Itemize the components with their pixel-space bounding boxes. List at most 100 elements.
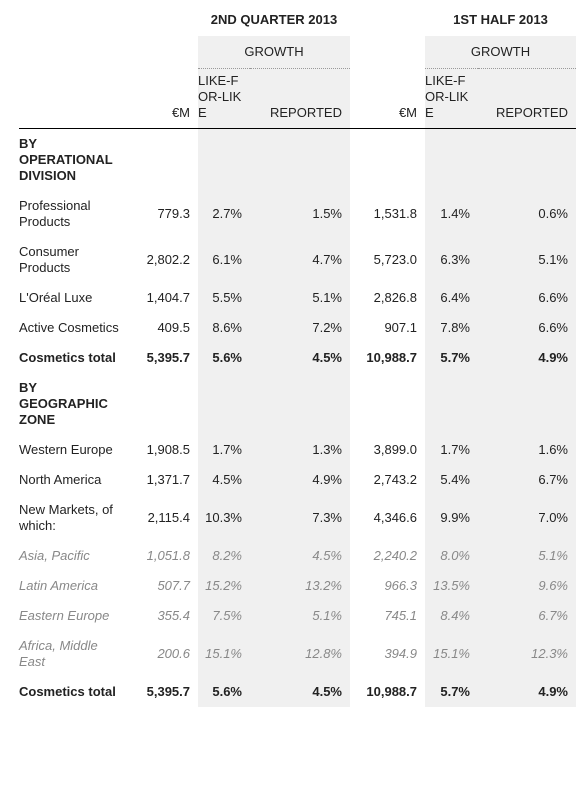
cell-value: 1.4% [425,191,478,237]
cell-value: 4.5% [250,541,350,571]
row-label: Professional Products [19,198,91,229]
cell-value: 7.3% [250,495,350,541]
empty-cell [131,129,198,192]
cell-value: 6.6% [478,283,576,313]
empty-cell [425,128,478,191]
spacer [19,68,131,129]
data-row: Latin America 507.7 15.2% 13.2% 966.3 13.5% 9.… [19,571,576,601]
cell-value: 5.7% [425,677,478,707]
cell-value: 409.5 [157,320,190,335]
column-header: LIKE-FOR-LIKE [425,68,478,129]
cell-value: 8.4% [425,601,478,631]
spacer [350,6,425,36]
cell-value: 1,371.7 [146,472,190,487]
section-row: BY GEOGRAPHIC ZONE [19,373,576,435]
data-row: North America 1,371.7 4.5% 4.9% 2,743.2 5.4% 6… [19,465,576,495]
cell-value: 0.6% [478,191,576,237]
cell-value: 15.1% [198,631,250,677]
data-row: Asia, Pacific 1,051.8 8.2% 4.5% 2,240.2 8.0% 5… [19,541,576,571]
cell-value: 10,988.7 [366,350,417,365]
column-header: €M [131,68,198,129]
cell-value: 5.6% [198,343,250,373]
cell-value: 15.1% [425,631,478,677]
cell-value: 5.1% [478,541,576,571]
cell-value: 1.7% [198,435,250,465]
cell-value: 1.3% [250,435,350,465]
cell-value: 6.3% [425,237,478,283]
group-title: 1ST HALF 2013 [453,12,548,27]
cell-value: 5.1% [250,601,350,631]
data-row: L'Oréal Luxe 1,404.7 5.5% 5.1% 2,826.8 6.4% 6.… [19,283,576,313]
cell-value: 5.1% [250,283,350,313]
cell-value: 200.6 [157,646,190,661]
row-label: Consumer Products [19,244,79,275]
empty-cell [250,128,350,191]
cell-value: 2,826.8 [373,290,417,305]
cell-value: 966.3 [384,578,417,593]
empty-cell [478,128,576,191]
row-label: Africa, Middle East [19,638,98,669]
cell-value: 1.5% [250,191,350,237]
cell-value: 13.2% [250,571,350,601]
cell-value: 5.4% [425,465,478,495]
cell-value: 3,899.0 [373,442,417,457]
cell-value: 4.9% [250,465,350,495]
column-header: LIKE-FOR-LIKE [198,68,250,129]
row-label: Asia, Pacific [19,548,90,563]
growth-row: GROWTH GROWTH [19,36,576,69]
cell-value: 5.5% [198,283,250,313]
empty-cell [350,373,425,435]
section-label: BY OPERATIONAL DIVISION [19,136,113,183]
data-row: Active Cosmetics 409.5 8.6% 7.2% 907.1 7.8% 6.… [19,313,576,343]
cell-value: 12.3% [478,631,576,677]
cell-value: 6.1% [198,237,250,283]
cell-value: 394.9 [384,646,417,661]
cell-value: 2.7% [198,191,250,237]
cell-value: 9.9% [425,495,478,541]
cell-value: 6.6% [478,313,576,343]
cell-value: 507.7 [157,578,190,593]
cell-value: 1,051.8 [146,548,190,563]
data-row: Consumer Products 2,802.2 6.1% 4.7% 5,723.0 6… [19,237,576,283]
column-header-row: €M LIKE-FOR-LIKE REPORTED €M LIKE-FOR-LIKE RE… [19,68,576,129]
results-table: 2ND QUARTER 2013 1ST HALF 2013 GROWTH GROWT… [19,6,576,707]
cell-value: 8.2% [198,541,250,571]
spacer [131,36,198,69]
row-label: Cosmetics total [19,350,116,365]
cell-value: 4.5% [250,677,350,707]
cell-value: 10,988.7 [366,684,417,699]
cell-value: 6.4% [425,283,478,313]
cell-value: 2,743.2 [373,472,417,487]
cell-value: 8.0% [425,541,478,571]
cell-value: 907.1 [384,320,417,335]
empty-cell [350,129,425,192]
cell-value: 8.6% [198,313,250,343]
data-row: Eastern Europe 355.4 7.5% 5.1% 745.1 8.4% 6.7% [19,601,576,631]
cell-value: 355.4 [157,608,190,623]
data-row: Western Europe 1,908.5 1.7% 1.3% 3,899.0 1.7%… [19,435,576,465]
cell-value: 7.2% [250,313,350,343]
empty-cell [425,373,478,435]
cell-value: 6.7% [478,601,576,631]
row-label: Eastern Europe [19,608,110,623]
cell-value: 4.5% [198,465,250,495]
cell-value: 10.3% [198,495,250,541]
empty-cell [198,373,250,435]
cell-value: 1,908.5 [146,442,190,457]
row-label: North America [19,472,102,487]
cell-value: 6.7% [478,465,576,495]
cell-value: 1,404.7 [146,290,190,305]
cell-value: 5.6% [198,677,250,707]
cell-value: 7.0% [478,495,576,541]
cell-value: 4.9% [478,677,576,707]
row-label: New Markets, of which: [19,502,113,533]
cell-value: 4.7% [250,237,350,283]
cell-value: 2,115.4 [147,510,190,525]
row-label: Western Europe [19,442,113,457]
cell-value: 1,531.8 [373,206,417,221]
cell-value: 5,723.0 [373,252,417,267]
cell-value: 5.7% [425,343,478,373]
column-header: REPORTED [250,68,350,129]
cell-value: 2,240.2 [373,548,417,563]
